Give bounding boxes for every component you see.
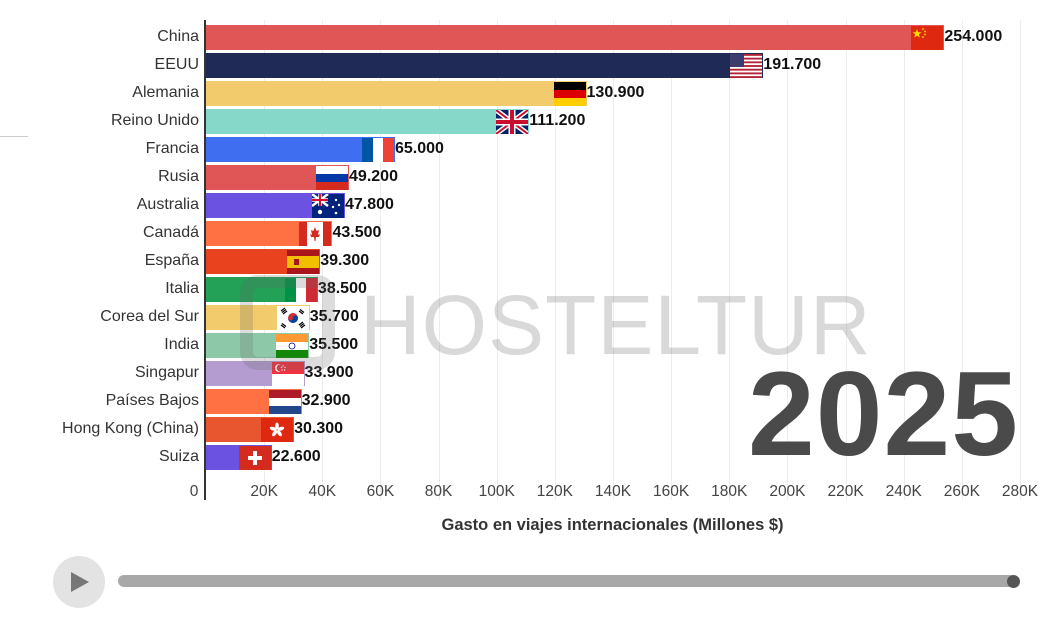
value-label: 22.600	[271, 448, 321, 465]
gridline	[787, 20, 789, 500]
china-flag-icon	[911, 26, 944, 50]
gridline	[380, 20, 382, 500]
category-label: Países Bajos	[105, 392, 199, 409]
singapore-flag-icon	[271, 362, 304, 386]
category-label: España	[144, 252, 199, 269]
category-label: Reino Unido	[110, 112, 199, 129]
value-label: 43.500	[332, 224, 382, 241]
category-label: China	[157, 28, 199, 45]
value-label: 47.800	[344, 196, 394, 213]
value-label: 130.900	[586, 84, 645, 101]
category-label: Australia	[136, 196, 199, 213]
spain-flag-icon	[287, 250, 320, 274]
uk-flag-icon	[496, 110, 529, 134]
gridline	[961, 20, 963, 500]
category-label: Singapur	[134, 364, 199, 381]
category-label: EEUU	[154, 56, 199, 73]
x-tick-label: 200K	[769, 483, 806, 500]
play-icon	[71, 572, 89, 592]
hong-kong-flag-icon	[261, 418, 294, 442]
gridline	[322, 20, 324, 500]
x-axis-title: Gasto en viajes internacionales (Millone…	[441, 516, 784, 534]
timeline-slider-handle[interactable]	[1007, 575, 1020, 588]
x-tick-label: 180K	[711, 483, 748, 500]
bar	[206, 81, 587, 106]
x-tick-label: 260K	[943, 483, 980, 500]
category-label: Suiza	[158, 448, 199, 465]
south-korea-flag-icon	[276, 306, 309, 330]
category-label: Canadá	[142, 224, 199, 241]
category-label: Corea del Sur	[100, 308, 199, 325]
bar	[206, 25, 945, 50]
switzerland-flag-icon	[238, 446, 271, 470]
india-flag-icon	[276, 334, 309, 358]
value-label: 39.300	[320, 252, 370, 269]
value-label: 191.700	[763, 56, 822, 73]
bar	[206, 109, 530, 134]
germany-flag-icon	[553, 82, 586, 106]
x-tick-label: 100K	[478, 483, 515, 500]
value-label: 65.000	[394, 140, 444, 157]
category-label: Alemania	[132, 84, 199, 101]
value-label: 35.700	[309, 308, 359, 325]
value-label: 33.900	[304, 364, 354, 381]
france-flag-icon	[361, 138, 394, 162]
gridline	[438, 20, 440, 500]
x-tick-label: 220K	[827, 483, 864, 500]
gridline	[729, 20, 731, 500]
value-label: 49.200	[349, 168, 398, 185]
gridline	[845, 20, 847, 500]
x-tick-label: 0	[189, 483, 199, 500]
bar	[206, 53, 764, 78]
category-label: India	[164, 336, 199, 353]
gridline	[671, 20, 673, 500]
play-button[interactable]	[53, 556, 105, 608]
value-label: 254.000	[944, 28, 1003, 45]
canada-flag-icon	[299, 222, 332, 246]
usa-flag-icon	[730, 54, 763, 78]
netherlands-flag-icon	[268, 390, 301, 414]
gridline	[554, 20, 556, 500]
y-axis-line	[204, 20, 206, 500]
year-label: 2025	[748, 347, 1019, 481]
x-tick-label: 80K	[424, 483, 453, 500]
value-label: 38.500	[317, 280, 367, 297]
x-tick-label: 40K	[308, 483, 337, 500]
gridline	[496, 20, 498, 500]
x-tick-label: 280K	[1001, 483, 1039, 500]
italy-flag-icon	[284, 278, 317, 302]
value-label: 35.500	[309, 336, 359, 353]
x-tick-label: 60K	[366, 483, 395, 500]
x-tick-label: 120K	[536, 483, 573, 500]
timeline-slider[interactable]	[118, 575, 1016, 587]
value-label: 111.200	[529, 112, 586, 129]
x-tick-label: 140K	[594, 483, 632, 500]
value-label: 30.300	[294, 420, 344, 437]
russia-flag-icon	[316, 166, 349, 190]
category-label: Italia	[165, 280, 199, 297]
gridline	[1020, 20, 1021, 500]
gridline	[903, 20, 905, 500]
x-tick-label: 160K	[653, 483, 690, 500]
category-label: Francia	[145, 140, 199, 157]
australia-flag-icon	[311, 194, 344, 218]
x-tick-label: 240K	[885, 483, 922, 500]
x-tick-label: 20K	[250, 483, 278, 500]
side-divider	[0, 136, 28, 137]
category-label: Hong Kong (China)	[62, 420, 199, 437]
category-label: Rusia	[158, 168, 199, 185]
gridline	[613, 20, 614, 500]
value-label: 32.900	[301, 392, 351, 409]
